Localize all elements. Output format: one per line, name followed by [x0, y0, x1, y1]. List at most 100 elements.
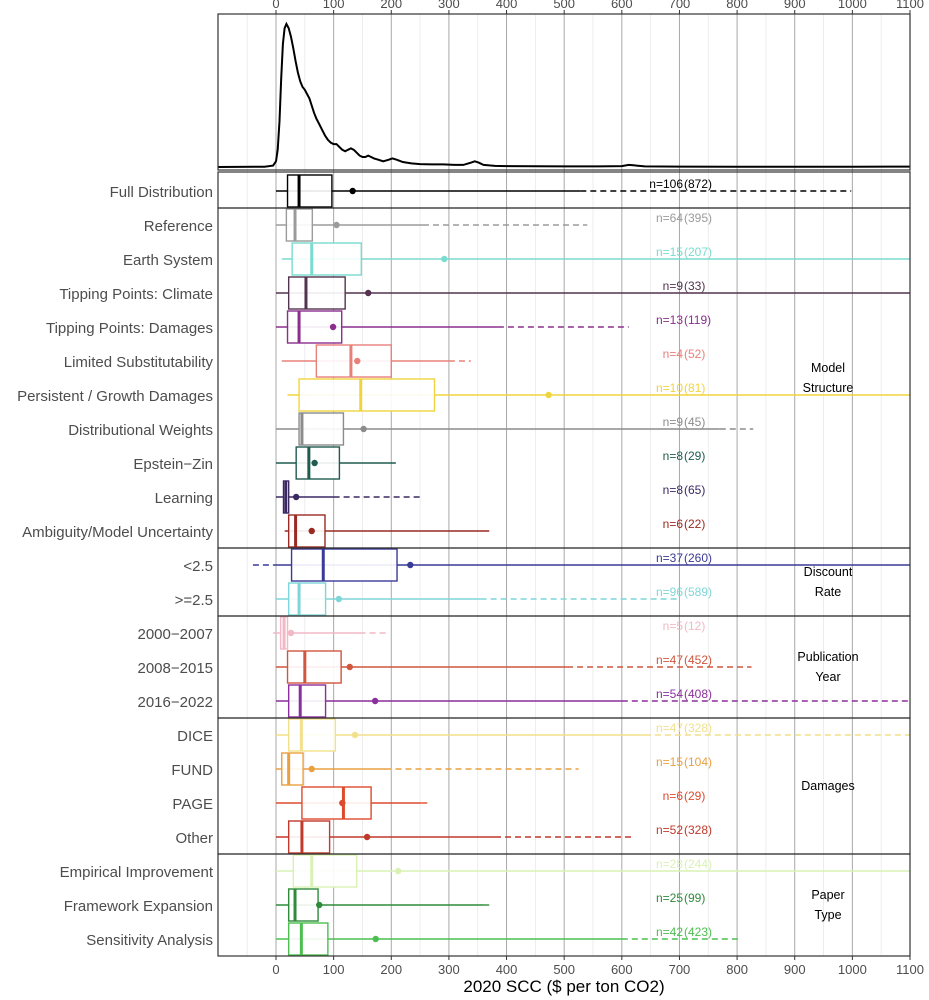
density-panel [218, 21, 911, 168]
mean-dot [308, 527, 315, 535]
estimate-count: (244) [684, 857, 712, 871]
estimate-count: (12) [684, 619, 705, 633]
row-label: Tipping Points: Damages [46, 320, 213, 337]
iqr-box [298, 412, 345, 446]
n-count: n=10 [656, 381, 683, 395]
n-count: n=52 [656, 823, 683, 837]
group-label-line: Damages [801, 779, 855, 793]
group-label: Model Structure [803, 361, 854, 395]
n-count: n=9 [663, 279, 684, 293]
mean-dot [333, 221, 340, 229]
mean-dot [372, 935, 379, 943]
bottom-tick-label: 300 [438, 962, 460, 977]
row-epstein-zin: Epstein−Zin n=8 (29) [133, 446, 705, 480]
bottom-tick-label: 800 [726, 962, 748, 977]
group-label: Damages [801, 779, 855, 793]
estimate-count: (29) [684, 449, 705, 463]
iqr-box [287, 276, 346, 310]
mean-dot [311, 459, 318, 467]
estimate-count: (29) [684, 789, 705, 803]
iqr-box [286, 174, 333, 208]
row-label: Reference [144, 218, 213, 235]
bottom-tick-label: 1000 [838, 962, 867, 977]
n-count: n=8 [663, 449, 684, 463]
row-ambiguity-model-uncertainty: Ambiguity/Model Uncertainty n=6 (22) [22, 514, 705, 548]
estimate-count: (328) [684, 721, 712, 735]
row-earth-system: Earth System n=15 (207) [123, 242, 910, 276]
n-count: n=47 [656, 653, 683, 667]
estimate-count: (589) [684, 585, 712, 599]
row-label: Limited Substitutability [64, 354, 214, 371]
row-learning: Learning n=8 (65) [155, 480, 705, 514]
n-count: n=6 [663, 789, 684, 803]
estimate-count: (408) [684, 687, 712, 701]
mean-dot [545, 391, 552, 399]
mean-dot [339, 799, 346, 807]
top-tick-label: 700 [669, 0, 691, 11]
estimate-count: (872) [684, 177, 712, 191]
estimate-count: (45) [684, 415, 705, 429]
estimate-count: (119) [684, 313, 711, 327]
n-count: n=37 [656, 551, 683, 565]
estimate-count: (260) [684, 551, 712, 565]
estimate-count: (104) [684, 755, 712, 769]
n-count: n=15 [656, 245, 683, 259]
estimate-count: (65) [684, 483, 705, 497]
top-tick-label: 500 [553, 0, 575, 11]
grid [246, 14, 911, 956]
n-count: n=15 [656, 755, 683, 769]
n-count: n=9 [663, 415, 684, 429]
row-label: Persistent / Growth Damages [17, 388, 213, 405]
group-label-line: Rate [815, 585, 841, 599]
density-curve [218, 21, 911, 168]
bottom-tick-label: 600 [611, 962, 633, 977]
n-count: n=106 [649, 177, 683, 191]
group-label-line: Paper [811, 888, 844, 902]
estimate-count: (33) [684, 279, 705, 293]
iqr-box [287, 582, 327, 616]
mean-dot [308, 765, 315, 773]
row-page: PAGE n=6 (29) [172, 786, 705, 820]
n-count: n=4 [663, 347, 684, 361]
row-label: Distributional Weights [68, 422, 213, 439]
row-label: PAGE [172, 796, 213, 813]
top-tick-label: 200 [380, 0, 402, 11]
top-tick-label: 600 [611, 0, 633, 11]
iqr-box [281, 752, 304, 786]
iqr-box [287, 684, 327, 718]
group-label: Paper Type [811, 888, 844, 922]
estimate-count: (328) [684, 823, 712, 837]
n-count: n=25 [656, 891, 683, 905]
row-label: 2008−2015 [138, 660, 214, 677]
estimate-count: (99) [684, 891, 705, 905]
mean-dot [371, 697, 379, 705]
top-tick-label: 300 [438, 0, 460, 11]
group-label-line: Structure [803, 381, 854, 395]
n-count: n=42 [656, 925, 683, 939]
top-tick-label: 1000 [838, 0, 867, 11]
row-tipping-points-climate: Tipping Points: Climate n=9 (33) [59, 276, 910, 310]
row-2008-2015: 2008−2015 n=47 (452) [138, 650, 752, 684]
boxplot-rows: Full Distribution n=106 (872) Reference n=64… [17, 174, 910, 956]
row-label: Empirical Improvement [60, 864, 214, 881]
n-count: n=13 [656, 313, 683, 327]
group-label-line: Year [815, 670, 840, 684]
n-count: n=28 [656, 857, 683, 871]
estimate-count: (52) [684, 347, 705, 361]
bottom-tick-label: 1100 [896, 962, 924, 977]
row-2016-2022: 2016−2022 n=54 (408) [138, 684, 910, 718]
estimate-count: (207) [684, 245, 712, 259]
mean-dot [365, 289, 372, 297]
row-label: Sensitivity Analysis [86, 932, 213, 949]
iqr-box [287, 718, 337, 752]
iqr-box [292, 854, 358, 888]
row-label: Framework Expansion [64, 898, 213, 915]
estimate-count: (452) [684, 653, 712, 667]
n-count: n=64 [656, 211, 683, 225]
bottom-tick-label: 400 [496, 962, 518, 977]
estimate-count: (22) [684, 517, 705, 531]
iqr-box [291, 242, 363, 276]
row-full-distribution: Full Distribution n=106 (872) [110, 174, 852, 208]
row-label: 2000−2007 [138, 626, 214, 643]
